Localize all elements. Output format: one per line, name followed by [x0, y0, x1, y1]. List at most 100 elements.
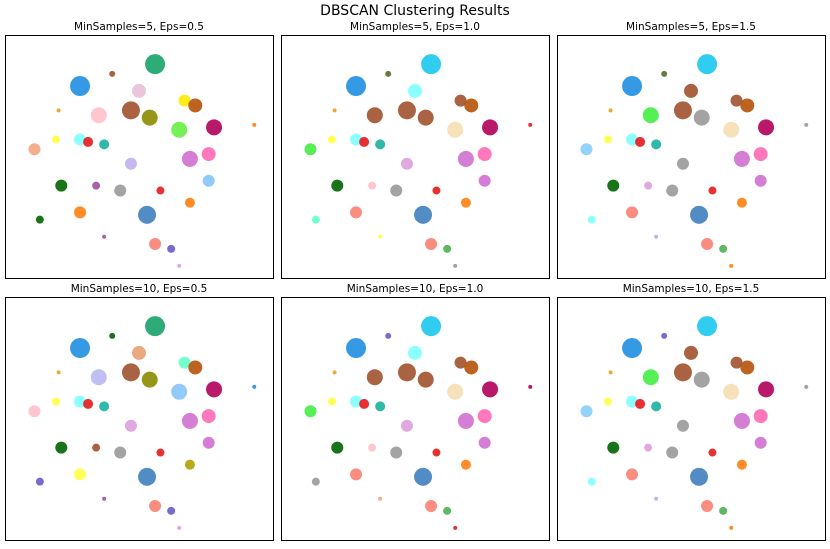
cluster-point	[626, 133, 639, 146]
cluster-point	[378, 234, 383, 239]
cluster-point	[754, 436, 767, 449]
cluster-point	[723, 383, 740, 400]
cluster-point	[359, 136, 370, 147]
cluster-point	[171, 121, 188, 138]
cluster-point	[178, 94, 191, 107]
cluster-point	[443, 506, 452, 515]
cluster-point	[90, 107, 107, 124]
cluster-point	[651, 401, 662, 412]
cluster-point	[202, 174, 215, 187]
cluster-point	[477, 147, 492, 162]
cluster-point	[149, 499, 162, 512]
cluster-point	[366, 107, 383, 124]
cluster-point	[676, 419, 689, 432]
cluster-point	[635, 398, 646, 409]
cluster-point	[736, 459, 747, 470]
cluster-point	[206, 381, 223, 398]
cluster-point	[74, 206, 87, 219]
cluster-point	[124, 419, 137, 432]
cluster-point	[181, 412, 198, 429]
cluster-point	[635, 136, 646, 147]
figure-title: DBSCAN Clustering Results	[320, 3, 510, 19]
cluster-point	[28, 143, 41, 156]
cluster-point	[587, 215, 596, 224]
cluster-point	[482, 119, 499, 136]
cluster-point	[74, 395, 87, 408]
cluster-point	[51, 397, 60, 406]
cluster-point	[464, 360, 479, 375]
cluster-point	[464, 98, 479, 113]
cluster-point	[753, 147, 768, 162]
cluster-point	[453, 263, 458, 268]
cluster-point	[390, 184, 403, 197]
cluster-point	[477, 409, 492, 424]
cluster-point	[252, 122, 257, 127]
cluster-point	[758, 381, 775, 398]
cluster-point	[304, 405, 317, 418]
cluster-point	[693, 109, 710, 126]
cluster-point	[607, 441, 620, 454]
cluster-point	[736, 197, 747, 208]
cluster-point	[156, 448, 165, 457]
cluster-point	[684, 83, 698, 98]
cluster-point	[528, 384, 533, 389]
cluster-point	[607, 179, 620, 192]
cluster-point	[350, 206, 363, 219]
cluster-point	[482, 381, 499, 398]
cluster-point	[188, 98, 203, 113]
cluster-point	[375, 139, 386, 150]
cluster-point	[690, 205, 709, 224]
cluster-point	[622, 338, 643, 359]
cluster-point	[132, 83, 146, 98]
cluster-point	[359, 398, 370, 409]
cluster-point	[177, 263, 182, 268]
cluster-point	[587, 477, 596, 486]
cluster-point	[327, 135, 336, 144]
cluster-point	[92, 443, 101, 452]
cluster-point	[83, 136, 94, 147]
panel-title: MinSamples=10, Eps=0.5	[71, 283, 208, 295]
cluster-point	[432, 448, 441, 457]
cluster-point	[311, 477, 320, 486]
cluster-point	[378, 496, 383, 501]
cluster-point	[171, 383, 188, 400]
cluster-point	[421, 54, 442, 75]
cluster-point	[804, 122, 809, 127]
cluster-point	[580, 143, 593, 156]
cluster-point	[644, 443, 653, 452]
cluster-point	[729, 263, 734, 268]
cluster-point	[454, 94, 467, 107]
cluster-point	[447, 383, 464, 400]
cluster-point	[114, 446, 127, 459]
cluster-point	[400, 157, 413, 170]
cluster-point	[666, 446, 679, 459]
cluster-point	[723, 121, 740, 138]
cluster-point	[608, 370, 613, 375]
cluster-point	[608, 108, 613, 113]
cluster-point	[102, 234, 107, 239]
panel-frame	[281, 35, 550, 279]
cluster-point	[51, 135, 60, 144]
cluster-point	[644, 181, 653, 190]
cluster-point	[654, 234, 659, 239]
cluster-point	[454, 356, 467, 369]
cluster-point	[109, 332, 116, 339]
cluster-point	[178, 356, 191, 369]
cluster-point	[55, 179, 68, 192]
cluster-point	[414, 205, 433, 224]
cluster-point	[331, 441, 344, 454]
cluster-point	[102, 496, 107, 501]
cluster-point	[719, 244, 728, 253]
cluster-point	[385, 70, 392, 77]
cluster-point	[460, 459, 471, 470]
cluster-point	[754, 174, 767, 187]
cluster-point	[201, 409, 216, 424]
cluster-point	[74, 468, 87, 481]
cluster-point	[397, 363, 416, 382]
cluster-point	[188, 360, 203, 375]
panel-title: MinSamples=5, Eps=0.5	[74, 21, 204, 33]
cluster-point	[478, 174, 491, 187]
cluster-point	[758, 119, 775, 136]
cluster-point	[740, 360, 755, 375]
cluster-point	[327, 397, 336, 406]
